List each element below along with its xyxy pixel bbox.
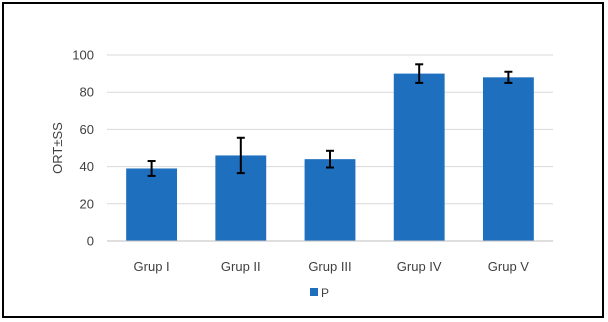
bar [126,168,178,241]
x-axis-ticks: Grup I Grup II Grup III Grup IV Grup V [134,259,530,274]
y-tick-label: 100 [72,48,94,63]
legend-label: P [321,286,329,300]
y-axis-label: ORT±SS [50,122,65,174]
y-tick-label: 0 [87,234,94,249]
error-bar [326,149,334,169]
y-axis-ticks: 0 20 40 60 80 100 [72,48,94,249]
x-tick-label: Grup IV [397,259,442,274]
bar [304,159,356,241]
error-bar [236,136,245,175]
legend: P [310,286,329,300]
y-tick-label: 40 [80,159,94,174]
error-bar [147,160,156,177]
legend-swatch [310,288,318,296]
bar [482,77,534,241]
y-tick-label: 60 [80,122,94,137]
bar [393,73,445,241]
x-tick-label: Grup III [308,259,351,274]
error-bar [415,63,424,84]
x-tick-label: Grup V [488,259,530,274]
y-tick-label: 20 [80,196,94,211]
y-tick-label: 80 [80,85,94,100]
x-tick-label: Grup I [134,259,170,274]
error-bars [147,63,513,177]
x-tick-label: Grup II [221,259,261,274]
error-bar [504,70,513,84]
